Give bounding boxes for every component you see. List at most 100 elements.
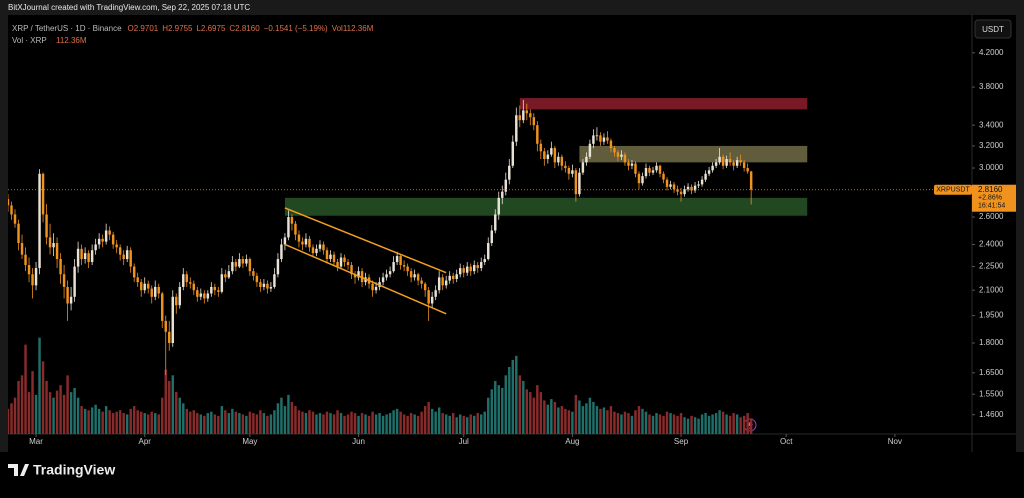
volume-bar — [175, 392, 178, 434]
volume-bar — [567, 410, 571, 434]
volume-bar — [339, 413, 343, 434]
candle-body — [606, 137, 609, 141]
currency-button[interactable] — [974, 19, 1012, 39]
volume-bar — [371, 411, 374, 434]
legend-item: H2.9755 — [162, 24, 193, 33]
volume-bar — [749, 418, 753, 434]
channel-line — [284, 243, 447, 315]
candle-body — [118, 247, 122, 255]
volume-bar — [672, 414, 676, 434]
candle-body — [301, 241, 304, 245]
candle-body — [525, 110, 529, 114]
candle-body — [276, 259, 280, 275]
x-tick-label: May — [242, 437, 257, 446]
candle-body — [150, 288, 153, 297]
candle-body — [392, 262, 395, 272]
candle-body — [704, 173, 707, 180]
volume-bar — [669, 413, 672, 434]
candle-body — [749, 171, 753, 190]
candle-body — [353, 274, 357, 278]
volume-bar — [515, 355, 518, 434]
candle-body — [17, 223, 20, 244]
volume-bar — [658, 414, 662, 434]
candle-body — [220, 274, 224, 292]
legend-symbol: XRP / TetherUS · 1D · Binance — [12, 24, 122, 33]
volume-bar — [494, 380, 497, 434]
volume-bar — [406, 415, 409, 434]
volume-bar — [34, 394, 38, 434]
candle-body — [252, 271, 255, 276]
volume-bar — [90, 407, 94, 434]
volume-bar — [630, 415, 634, 434]
volume-bar — [571, 411, 574, 434]
volume-bar — [311, 411, 315, 434]
volume-bar — [273, 410, 276, 434]
volume-bar — [290, 401, 294, 434]
volume-bar — [276, 403, 280, 434]
volume-legend-name: Vol · XRP — [12, 36, 47, 45]
candle-body — [69, 296, 73, 304]
candle-body — [511, 141, 515, 166]
candle-body — [101, 238, 104, 242]
volume-bar — [560, 406, 564, 434]
volume-bar — [707, 415, 711, 434]
volume-bar — [115, 411, 118, 434]
candle-body — [714, 162, 718, 166]
volume-bar — [539, 392, 543, 434]
volume-bar — [171, 375, 174, 434]
volume-bar — [578, 400, 581, 434]
y-tick-label: 3.0000 — [979, 163, 1004, 172]
candle-body — [402, 265, 406, 267]
zone — [519, 98, 808, 110]
candle-body — [304, 238, 308, 245]
volume-bar — [125, 414, 129, 434]
volume-bar — [269, 414, 273, 434]
volume-bar — [266, 415, 269, 434]
volume-bar — [87, 410, 90, 434]
legend-item: C2.8160 — [229, 24, 260, 33]
volume-bar — [353, 413, 357, 434]
candle-body — [238, 259, 241, 267]
volume-bar — [220, 406, 224, 434]
volume-bar — [430, 408, 434, 434]
volume-bar — [451, 413, 455, 434]
volume-bar — [199, 414, 203, 434]
candle-body — [613, 148, 616, 153]
candle-body — [339, 257, 343, 267]
candle-body — [553, 148, 557, 163]
candle-body — [269, 286, 273, 289]
candle-body — [41, 173, 45, 215]
y-tick-label: 2.6000 — [979, 212, 1004, 221]
volume-bar — [41, 361, 45, 434]
volume-bar — [487, 397, 490, 434]
x-tick-label: Sep — [674, 437, 689, 446]
candle-body — [329, 254, 332, 260]
candle-body — [609, 140, 613, 149]
y-tick-label: 1.5500 — [979, 389, 1004, 398]
candle-body — [465, 266, 469, 273]
volume-bar — [13, 397, 17, 434]
candle-body — [546, 154, 550, 160]
x-tick-label: Aug — [565, 437, 579, 446]
candle-body — [522, 110, 525, 121]
legend-item: O2.9701 — [128, 24, 159, 33]
candle-body — [308, 238, 311, 248]
candle-body — [690, 186, 693, 191]
volume-bar — [231, 408, 234, 434]
volume-bar — [742, 415, 746, 434]
volume-bar — [318, 413, 322, 434]
candle-body — [515, 115, 518, 142]
candle-body — [248, 259, 252, 272]
volume-bar — [206, 413, 210, 434]
volume-bar — [472, 415, 476, 434]
volume-bar — [697, 418, 700, 434]
volume-bar — [413, 414, 416, 434]
volume-bar — [248, 411, 252, 434]
volume-bar — [178, 397, 181, 434]
candle-body — [494, 214, 497, 231]
candle-body — [395, 256, 399, 263]
candle-body — [718, 156, 721, 163]
volume-bar — [644, 411, 648, 434]
volume-bar — [423, 406, 427, 434]
candle-body — [322, 244, 325, 251]
